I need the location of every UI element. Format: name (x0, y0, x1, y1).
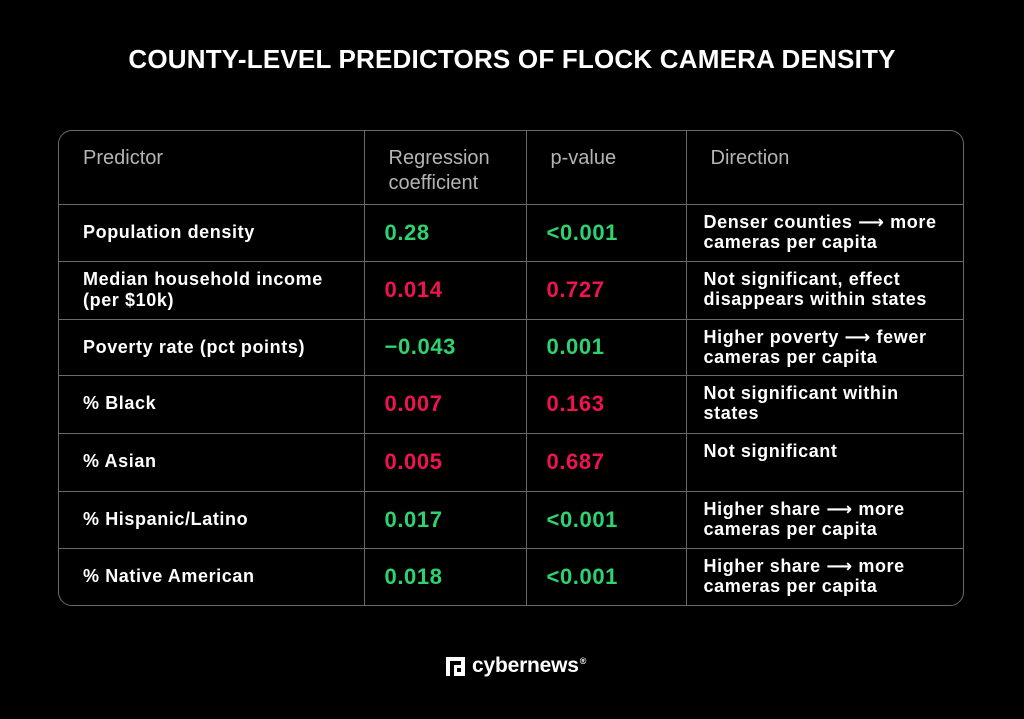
column-header-coefficient: Regression coefficient (364, 131, 527, 205)
predictor-cell: Population density (59, 204, 365, 262)
predictor-cell: % Asian (59, 433, 365, 492)
coefficient-cell: −0.043 (364, 319, 527, 376)
predictors-table: Predictor Regression coefficient p-value… (58, 130, 964, 606)
predictor-cell: % Hispanic/Latino (59, 491, 365, 549)
direction-cell: Higher share ⟶ more cameras per capita (703, 555, 905, 596)
p-value-cell: 0.001 (526, 319, 687, 376)
column-header-predictor: Predictor (59, 131, 365, 205)
coefficient-cell: 0.017 (364, 491, 527, 549)
direction-cell: Not significant within states (686, 375, 963, 434)
table-row: % Asian 0.005 0.687 Not significant (59, 433, 963, 492)
brand-name: cybernews® (472, 654, 587, 677)
predictor-cell: % Black (59, 375, 365, 434)
table-header-row: Predictor Regression coefficient p-value… (59, 131, 963, 205)
direction-cell: Denser counties ⟶ more cameras per capit… (686, 204, 963, 262)
coefficient-cell: 0.007 (364, 375, 527, 434)
column-header-direction: Direction (686, 131, 963, 205)
table-row: Population density 0.28 <0.001 Denser count… (59, 204, 963, 262)
table-row: % Black 0.007 0.163 Not significant within … (59, 375, 963, 434)
column-header-p-value: p-value (526, 131, 687, 205)
registered-mark: ® (579, 656, 587, 666)
direction-cell: Higher share ⟶ more cameras per capita (686, 491, 963, 549)
p-value-cell: <0.001 (526, 204, 687, 262)
direction-cell: Higher poverty ⟶ fewer cameras per capit… (686, 319, 963, 376)
brand-logo: cybernews® (446, 654, 586, 678)
direction-cell: Not significant, effect disappears withi… (686, 261, 963, 320)
table-row: Median household income (per $10k) 0.014 0… (59, 261, 963, 320)
coefficient-cell: 0.28 (364, 204, 527, 262)
coefficient-cell: 0.014 (364, 261, 527, 320)
predictor-cell: Poverty rate (pct points) (59, 319, 365, 376)
predictor-cell: % Native American (59, 548, 365, 605)
table-row: Poverty rate (pct points) −0.043 0.001 High… (59, 319, 963, 376)
table-row: % Hispanic/Latino 0.017 <0.001 Higher share… (59, 491, 963, 549)
direction-cell: Not significant (686, 433, 963, 492)
p-value-cell: 0.163 (526, 375, 687, 434)
p-value-cell: 0.687 (526, 433, 687, 492)
p-value-cell: <0.001 (526, 548, 687, 605)
p-value-cell: <0.001 (526, 491, 687, 549)
table-body: Population density 0.28 <0.001 Denser count… (59, 204, 963, 605)
coefficient-cell: 0.005 (364, 433, 527, 492)
predictor-cell: Median household income (per $10k) (59, 261, 365, 320)
cybernews-logo-icon (446, 656, 465, 676)
coefficient-cell: 0.018 (364, 548, 527, 605)
p-value-cell: 0.727 (526, 261, 687, 320)
table-row: % Native American 0.018 <0.001 Higher share… (59, 548, 963, 605)
chart-title: COUNTY-LEVEL PREDICTORS OF FLOCK CAMERA … (128, 44, 896, 74)
